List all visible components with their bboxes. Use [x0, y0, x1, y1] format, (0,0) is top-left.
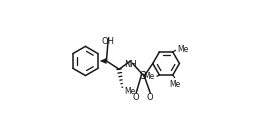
Text: Me: Me	[177, 45, 188, 54]
Text: Me: Me	[170, 80, 181, 89]
Text: OH: OH	[102, 37, 115, 46]
Text: Me: Me	[144, 72, 155, 81]
Polygon shape	[100, 58, 106, 64]
Text: S: S	[139, 71, 146, 81]
Text: O: O	[133, 93, 140, 102]
Text: NH: NH	[124, 60, 137, 69]
Text: Me: Me	[124, 87, 135, 96]
Text: O: O	[147, 93, 154, 102]
